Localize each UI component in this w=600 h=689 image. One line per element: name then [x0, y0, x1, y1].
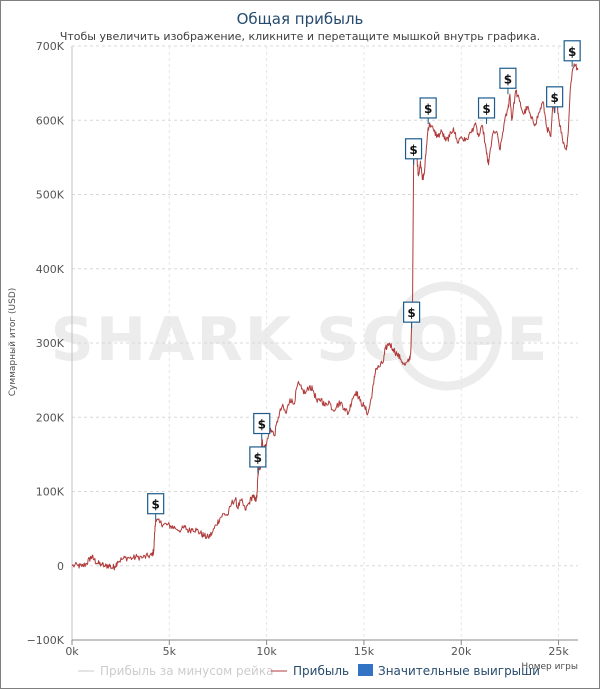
legend-label: Значительные выигрыши	[378, 664, 540, 678]
series-line-profit[interactable]	[71, 63, 579, 571]
big-win-flag-box[interactable]	[546, 86, 564, 108]
big-win-flag[interactable]: $	[419, 97, 437, 124]
big-win-flag-box[interactable]	[249, 446, 267, 468]
y-tick-label: 500K	[36, 189, 65, 202]
big-win-flag-label: $	[550, 91, 558, 105]
big-win-flag-label: $	[254, 451, 262, 465]
y-tick-label: −100K	[27, 634, 65, 647]
grid	[71, 45, 578, 641]
big-win-flag[interactable]: $	[253, 412, 271, 440]
big-win-flag-box[interactable]	[404, 138, 423, 160]
big-win-flag[interactable]: $	[563, 40, 581, 67]
chart-subtitle: Чтобы увеличить изображение, кликните и …	[60, 30, 540, 43]
y-tick-label: 0	[57, 560, 64, 573]
chart-title: Общая прибыль	[237, 10, 364, 28]
watermark-target-icon	[392, 281, 502, 391]
x-tick-label: 15k	[354, 645, 375, 658]
big-win-flag-label: $	[482, 102, 490, 116]
y-tick-label: 600K	[36, 114, 65, 127]
legend-item[interactable]: Значительные выигрыши	[358, 664, 540, 678]
y-tick-label: 200K	[36, 411, 65, 424]
big-win-flag[interactable]: $	[249, 446, 267, 473]
x-axis-title: Номер игры	[521, 662, 578, 672]
big-win-flag-label: $	[568, 45, 576, 59]
legend[interactable]: Прибыль за минусом рейка Прибыль Значитель…	[78, 664, 540, 678]
x-tick-label: 25k	[548, 645, 569, 658]
big-win-flag-label: $	[409, 143, 417, 157]
y-tick-label: 300K	[36, 337, 65, 350]
y-tick-label: 100K	[36, 486, 65, 499]
big-win-flag-box[interactable]	[563, 40, 581, 62]
big-win-flag-label: $	[152, 498, 160, 512]
legend-label: Прибыль за минусом рейка	[100, 664, 273, 678]
x-tick-label: 0k	[65, 645, 79, 658]
big-win-flag-label: $	[424, 102, 432, 116]
legend-item[interactable]: Прибыль	[271, 664, 349, 678]
y-tick-label: 700K	[36, 40, 65, 53]
legend-label: Прибыль	[293, 664, 349, 678]
y-axis-title: Суммарный итог (USD)	[8, 288, 18, 397]
big-win-flag-box[interactable]	[253, 412, 271, 435]
y-tick-label: 400K	[36, 263, 65, 276]
big-win-flag-box[interactable]	[147, 493, 165, 515]
watermark-text: SHARK SCOPE	[51, 305, 550, 375]
x-tick-label: 5k	[163, 645, 177, 658]
big-win-flag-box[interactable]	[403, 301, 421, 323]
legend-box-swatch	[358, 664, 373, 676]
legend-item[interactable]: Прибыль за минусом рейка	[78, 664, 273, 678]
big-win-flag[interactable]: $	[147, 493, 165, 520]
x-tick-label: 10k	[256, 645, 277, 658]
watermark: SHARK SCOPE	[51, 281, 550, 391]
big-win-flag-label: $	[258, 418, 266, 432]
big-win-flag[interactable]: $	[403, 301, 421, 329]
series-layer[interactable]	[71, 63, 579, 571]
big-wins-layer[interactable]: $ $ $ $ $ $ $ $ $ $	[147, 40, 581, 520]
big-win-flag-box[interactable]	[499, 67, 517, 89]
big-win-flag-label: $	[407, 306, 415, 320]
big-win-flag-box[interactable]	[477, 97, 496, 119]
big-win-flag[interactable]: $	[546, 86, 564, 113]
x-tick-label: 20k	[451, 645, 472, 658]
big-win-flag[interactable]: $	[499, 67, 517, 95]
big-win-flag[interactable]: $	[477, 97, 496, 124]
big-win-flag-box[interactable]	[419, 97, 437, 119]
big-win-flag-label: $	[504, 72, 512, 86]
axes: −100K 0 100K 200K 300K 400K 500K 600K 700K 0k 5k 10…	[27, 40, 578, 658]
big-win-flag[interactable]: $	[404, 138, 423, 165]
